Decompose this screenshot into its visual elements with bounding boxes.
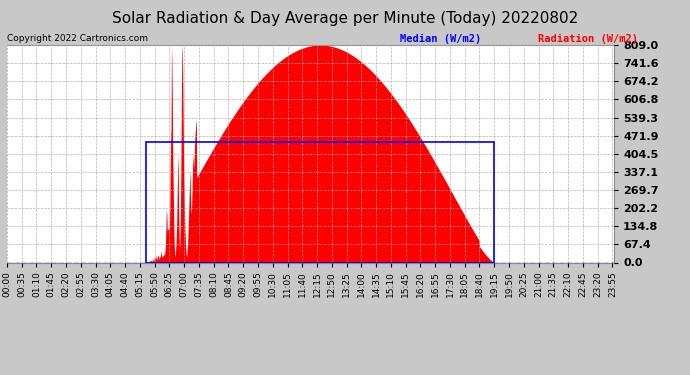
Text: Solar Radiation & Day Average per Minute (Today) 20220802: Solar Radiation & Day Average per Minute…	[112, 11, 578, 26]
Text: Radiation (W/m2): Radiation (W/m2)	[538, 34, 638, 44]
Text: Median (W/m2): Median (W/m2)	[400, 34, 482, 44]
Text: Copyright 2022 Cartronics.com: Copyright 2022 Cartronics.com	[7, 34, 148, 43]
Bar	[146, 142, 494, 262]
